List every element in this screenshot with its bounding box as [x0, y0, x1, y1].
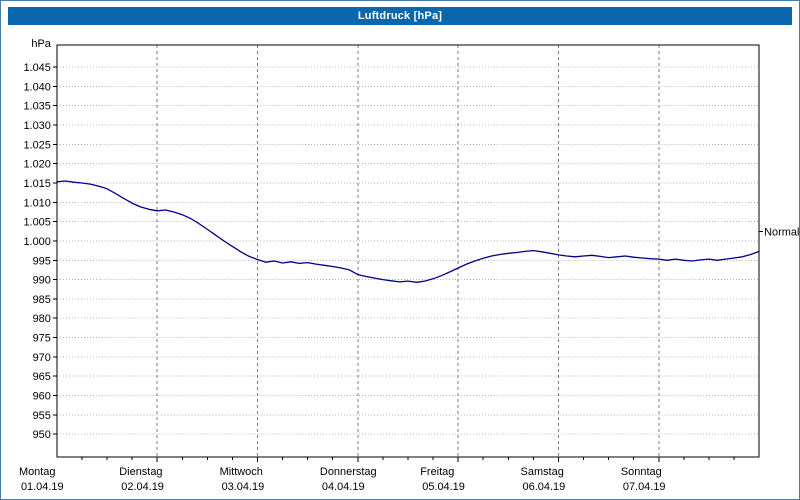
y-tick-label: 960 — [33, 391, 51, 403]
day-label: Mittwoch — [220, 466, 263, 478]
y-tick-label: 990 — [33, 275, 51, 287]
window-title: Luftdruck [hPa] — [357, 10, 443, 22]
day-label: Samstag — [521, 466, 564, 478]
date-label: 07.04.19 — [623, 481, 666, 493]
y-tick-label: 975 — [33, 333, 51, 345]
day-label: Freitag — [420, 466, 454, 478]
y-tick-label: 995 — [33, 255, 51, 267]
date-label: 03.04.19 — [222, 481, 265, 493]
y-tick-label: 1.015 — [23, 178, 50, 190]
date-label: 05.04.19 — [422, 481, 465, 493]
day-label: Dienstag — [119, 466, 162, 478]
vertical-gridlines — [156, 45, 660, 457]
y-tick-label: 1.030 — [23, 120, 50, 132]
date-label: 06.04.19 — [523, 481, 566, 493]
y-tick-label: 1.000 — [23, 236, 50, 248]
y-tick-label: 1.035 — [23, 101, 50, 113]
normal-marker: Normal — [759, 226, 799, 238]
y-tick-label: 965 — [33, 371, 51, 383]
y-tick-label: 1.010 — [23, 197, 50, 209]
y-tick-label: 980 — [33, 313, 51, 325]
pressure-chart: 1.045 1.040 1.035 1.030 1.025 1.020 1.015 1.010… — [19, 38, 799, 493]
date-label: 02.04.19 — [121, 481, 164, 493]
normal-label: Normal — [764, 226, 799, 238]
y-axis-labels: 1.045 1.040 1.035 1.030 1.025 1.020 1.015 1.010… — [23, 38, 57, 441]
horizontal-gridlines — [56, 66, 760, 435]
date-label: 01.04.19 — [21, 481, 64, 493]
x-axis-labels: Montag 01.04.19 Dienstag 02.04.19 Mittwoch 03… — [19, 466, 666, 493]
y-tick-label: 1.040 — [23, 81, 50, 93]
y-tick-label: 1.005 — [23, 217, 50, 229]
day-label: Montag — [19, 466, 56, 478]
day-label: Sonntag — [621, 466, 662, 478]
day-label: Donnerstag — [320, 466, 377, 478]
title-bar: Luftdruck [hPa] — [8, 7, 792, 25]
pressure-line — [56, 180, 760, 283]
y-tick-label: 970 — [33, 352, 51, 364]
y-tick-label: 1.045 — [23, 62, 50, 74]
y-axis-unit-label: hPa — [31, 38, 51, 50]
y-tick-label: 985 — [33, 294, 51, 306]
y-tick-label: 1.020 — [23, 159, 50, 171]
date-label: 04.04.19 — [322, 481, 365, 493]
chart-container: 1.045 1.040 1.035 1.030 1.025 1.020 1.015 1.010… — [1, 27, 799, 497]
y-tick-label: 1.025 — [23, 139, 50, 151]
y-tick-label: 955 — [33, 410, 51, 422]
y-tick-label: 950 — [33, 429, 51, 441]
x-axis-ticks — [81, 457, 735, 462]
